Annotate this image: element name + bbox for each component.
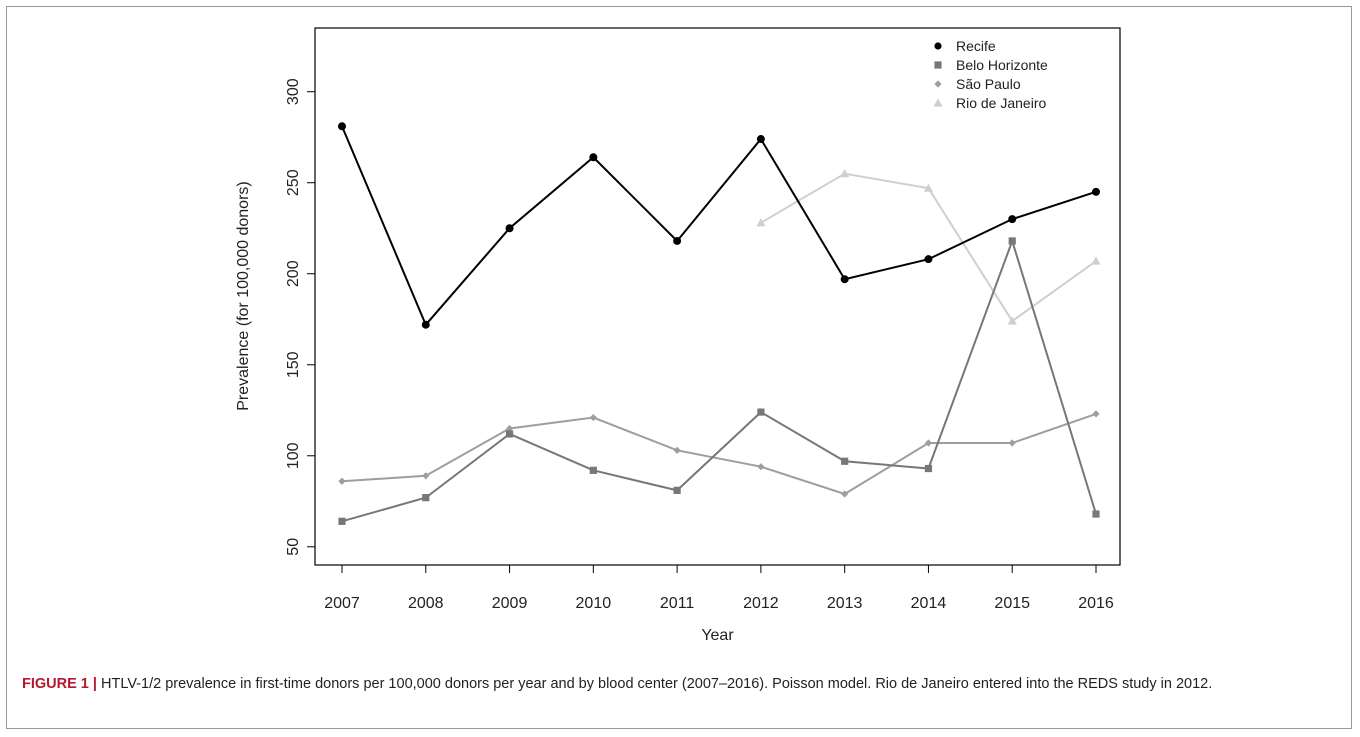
data-point bbox=[338, 517, 346, 525]
legend-marker bbox=[934, 42, 942, 50]
series-line bbox=[341, 237, 1097, 523]
caption-lead: FIGURE 1 | bbox=[22, 676, 97, 692]
legend-marker bbox=[934, 61, 942, 69]
y-tick-label: 100 bbox=[285, 442, 302, 469]
legend-label: Recife bbox=[956, 38, 996, 54]
data-point bbox=[589, 413, 597, 422]
x-tick-label: 2013 bbox=[827, 595, 863, 612]
series-line bbox=[341, 412, 1097, 496]
data-point bbox=[924, 464, 933, 473]
plot-box bbox=[314, 27, 1121, 566]
data-point bbox=[589, 466, 597, 474]
data-point bbox=[1092, 410, 1100, 418]
data-point bbox=[1008, 237, 1016, 245]
data-point bbox=[757, 408, 765, 416]
legend-label: Rio de Janeiro bbox=[956, 95, 1046, 111]
data-point bbox=[1091, 256, 1101, 265]
data-point bbox=[338, 122, 346, 131]
data-point bbox=[1092, 187, 1100, 196]
x-tick-label: 2011 bbox=[660, 595, 695, 612]
data-point bbox=[1008, 215, 1017, 224]
data-point bbox=[338, 477, 346, 485]
data-point bbox=[505, 430, 514, 438]
data-point bbox=[840, 275, 849, 284]
x-tick-label: 2012 bbox=[743, 595, 779, 612]
data-point bbox=[924, 439, 933, 447]
data-point bbox=[924, 255, 933, 264]
x-tick-label: 2008 bbox=[408, 595, 444, 612]
x-tick-label: 2009 bbox=[492, 595, 528, 612]
data-point bbox=[422, 472, 430, 480]
data-point bbox=[757, 463, 765, 471]
data-point bbox=[673, 446, 681, 454]
legend-label: Belo Horizonte bbox=[956, 57, 1048, 73]
series-line bbox=[341, 125, 1097, 327]
legend-label: São Paulo bbox=[956, 76, 1021, 92]
y-tick-label: 300 bbox=[285, 78, 302, 105]
data-point bbox=[1007, 316, 1017, 325]
x-axis-title: Year bbox=[701, 627, 734, 644]
data-point bbox=[756, 218, 766, 227]
x-tick-label: 2015 bbox=[994, 595, 1030, 612]
x-tick-label: 2016 bbox=[1078, 595, 1114, 612]
data-point bbox=[841, 457, 849, 465]
data-point bbox=[756, 135, 765, 144]
data-point bbox=[1008, 439, 1016, 447]
data-point bbox=[923, 183, 934, 192]
y-tick-label: 250 bbox=[285, 169, 302, 196]
data-point bbox=[841, 490, 849, 498]
series-line bbox=[760, 172, 1097, 323]
data-point bbox=[421, 320, 430, 329]
x-tick-label: 2007 bbox=[324, 595, 360, 612]
y-tick-label: 150 bbox=[285, 351, 302, 378]
legend-marker bbox=[934, 80, 942, 88]
data-point bbox=[505, 424, 514, 433]
figure-caption: FIGURE 1 | HTLV-1/2 prevalence in first-… bbox=[22, 672, 1340, 696]
data-point bbox=[673, 486, 681, 494]
legend-marker bbox=[933, 98, 943, 107]
data-point bbox=[673, 236, 682, 245]
data-point bbox=[589, 153, 598, 162]
data-point bbox=[505, 224, 514, 233]
line-chart: 50 100 150 200 250 300 2007 2008 2009 2010 2011 201… bbox=[235, 27, 1121, 644]
y-tick-label: 200 bbox=[285, 260, 302, 287]
plot-area: 50 100 150 200 250 300 2007 2008 2009 2010 2011 201… bbox=[235, 27, 1121, 644]
data-point bbox=[1092, 510, 1100, 518]
x-tick-label: 2014 bbox=[911, 595, 947, 612]
y-axis-title: Prevalence (for 100,000 donors) bbox=[235, 181, 252, 410]
data-point bbox=[422, 494, 430, 502]
figure-frame bbox=[6, 6, 1352, 729]
y-tick-label: 50 bbox=[285, 538, 302, 556]
data-point bbox=[840, 169, 850, 178]
x-tick-label: 2010 bbox=[576, 595, 612, 612]
caption-text: HTLV-1/2 prevalence in first-time donors… bbox=[96, 676, 1213, 692]
